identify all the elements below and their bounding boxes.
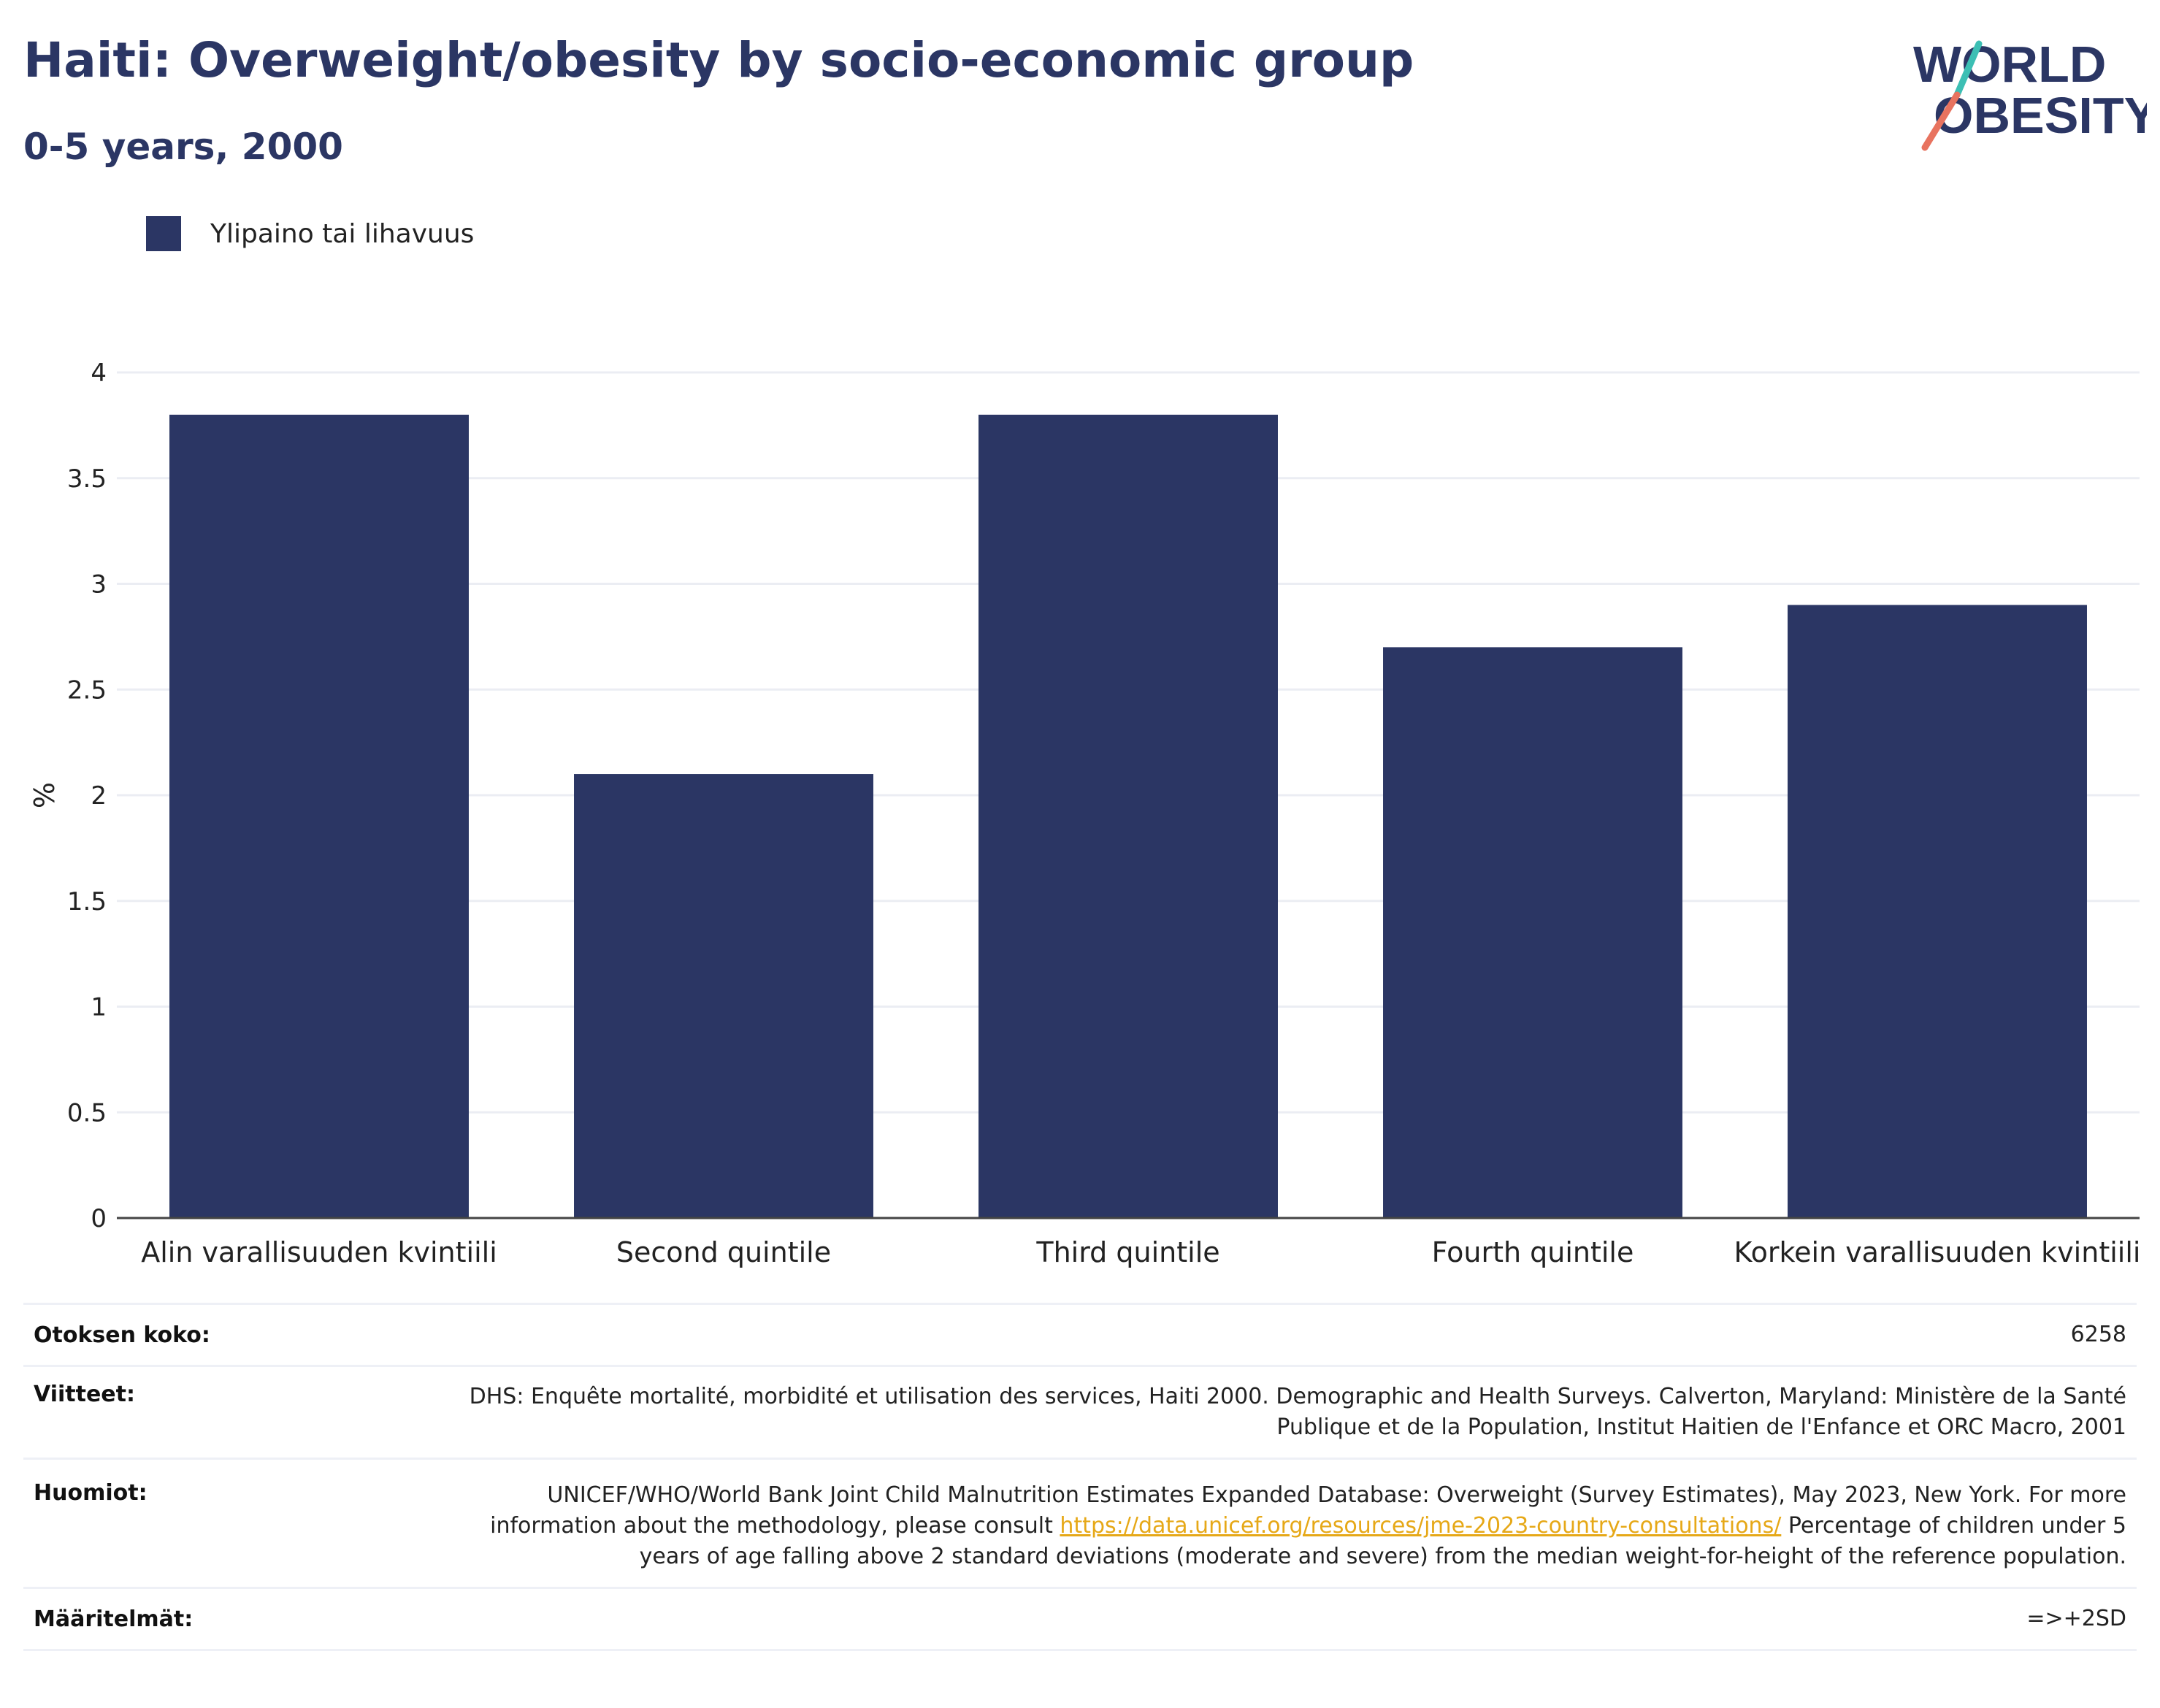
bar [1383,647,1682,1218]
logo-line2: OBESITY [1934,87,2147,144]
legend-label: Ylipaino tai lihavuus [210,218,475,249]
meta-row-sample: Otoksen koko: 6258 [23,1303,2137,1365]
bar [574,774,873,1218]
x-tick-label: Third quintile [1035,1236,1219,1268]
y-tick-label: 2.5 [67,675,107,705]
x-tick-label: Fourth quintile [1432,1236,1634,1268]
meta-refs-key: Viitteet: [34,1382,135,1407]
meta-row-notes: Huomiot: UNICEF/WHO/World Bank Joint Chi… [23,1458,2137,1587]
meta-notes-post: Percentage of children under 5 years of … [639,1513,2126,1569]
chart-title: Haiti: Overweight/obesity by socio-econo… [23,32,1414,88]
x-tick-label: Alin varallisuuden kvintiili [141,1236,497,1268]
x-tick-label: Korkein varallisuuden kvintiili [1734,1236,2141,1268]
bar-chart: 0 0.5 1 1.5 2 2.5 3 3.5 4 Alin varallisuuden kvin… [28,359,2141,1268]
metadata-table: Otoksen koko: 6258 Viitteet: DHS: Enquêt… [23,1303,2137,1651]
meta-notes-link[interactable]: https://data.unicef.org/resources/jme-20… [1060,1513,1782,1539]
y-tick-label: 1 [91,993,107,1022]
bar [169,414,469,1218]
bar [1788,605,2087,1218]
y-tick-label: 4 [91,359,107,388]
meta-defs-key: Määritelmät: [34,1606,194,1632]
meta-sample-key: Otoksen koko: [34,1322,210,1348]
meta-notes-key: Huomiot: [34,1480,148,1506]
x-tick-label: Second quintile [616,1236,831,1268]
world-obesity-logo: WORLD OBESITY [1913,36,2147,151]
logo-accent-teal [1953,40,1983,99]
meta-notes-value: UNICEF/WHO/World Bank Joint Child Malnut… [447,1480,2126,1572]
y-tick-label: 0.5 [67,1098,107,1127]
y-axis-label: % [28,782,61,808]
legend-swatch [146,216,181,251]
y-tick-label: 2 [91,781,107,811]
logo-line1: WORLD [1913,36,2106,93]
y-tick-label: 3 [91,570,107,600]
legend[interactable]: Ylipaino tai lihavuus [146,216,474,251]
meta-row-definitions: Määritelmät: =>+2SD [23,1587,2137,1651]
y-tick-label: 1.5 [67,887,107,916]
meta-defs-value: =>+2SD [2026,1606,2126,1631]
meta-sample-value: 6258 [2070,1322,2126,1347]
y-tick-label: 3.5 [67,464,107,494]
y-tick-label: 0 [91,1204,107,1233]
chart-subtitle: 0-5 years, 2000 [23,126,343,168]
meta-notes-pre: UNICEF/WHO/World Bank Joint Child Malnut… [490,1482,2126,1539]
logo-accent-coral [1921,91,1961,151]
meta-row-references: Viitteet: DHS: Enquête mortalité, morbid… [23,1365,2137,1458]
meta-refs-value: DHS: Enquête mortalité, morbidité et uti… [469,1384,2126,1440]
bar [978,414,1278,1218]
